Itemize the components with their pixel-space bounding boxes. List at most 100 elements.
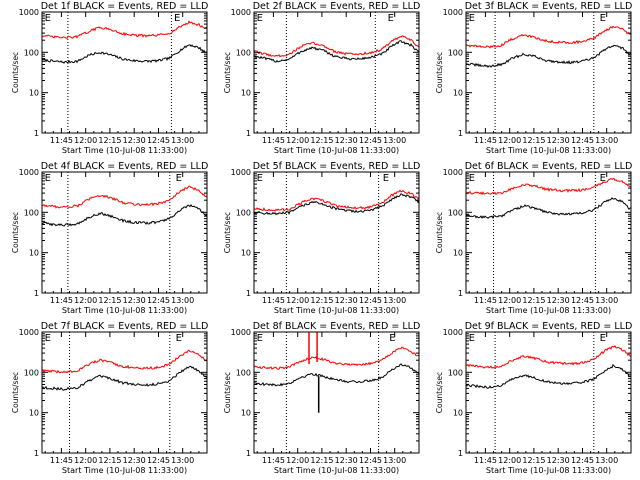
x-tick-label: 12:45 <box>147 296 170 305</box>
chart-title: Det 9f BLACK = Events, RED = LLD <box>465 321 633 332</box>
series-line-lld <box>41 349 208 374</box>
y-tick-label: 10 <box>29 409 39 418</box>
x-tick-label: 12:15 <box>522 296 545 305</box>
e-marker-label: E <box>600 13 606 24</box>
series-line-events <box>253 193 420 216</box>
y-tick-label: 1000 <box>231 328 251 337</box>
e-marker-label: E <box>45 333 51 344</box>
series-line-events <box>465 197 632 220</box>
x-tick-label: 12:30 <box>547 456 570 465</box>
chart-panel-4: Det 4f BLACK = Events, RED = LLD 1 10 100 10… <box>11 161 208 315</box>
series-line-lld <box>465 177 632 196</box>
y-tick-label: 1 <box>34 129 39 138</box>
e-marker-label: E <box>45 13 51 24</box>
plot-frame <box>253 171 420 294</box>
y-tick-label: 1000 <box>19 328 39 337</box>
plot-frame <box>41 11 208 134</box>
x-tick-label: 12:15 <box>98 136 121 145</box>
y-tick-label: 100 <box>448 208 463 217</box>
e-marker-label: E <box>600 173 606 184</box>
x-axis-label: Start Time (10-Jul-08 11:33:00) <box>62 306 187 315</box>
x-axis-label: Start Time (10-Jul-08 11:33:00) <box>274 146 399 155</box>
plot-frame <box>465 331 632 454</box>
chart-panel-2: Det 2f BLACK = Events, RED = LLD 1 10 100 10… <box>223 1 420 155</box>
x-tick-label: 12:45 <box>571 296 594 305</box>
x-tick-label: 11:45 <box>474 456 497 465</box>
e-marker-label: E <box>176 173 182 184</box>
x-axis-label: Start Time (10-Jul-08 11:33:00) <box>274 466 399 475</box>
y-tick-label: 10 <box>29 89 39 98</box>
x-tick-label: 12:15 <box>310 456 333 465</box>
x-tick-label: 11:45 <box>474 136 497 145</box>
x-axis-label: Start Time (10-Jul-08 11:33:00) <box>62 466 187 475</box>
y-tick-label: 1 <box>246 129 251 138</box>
y-axis-label: Counts/sec <box>223 52 232 93</box>
y-tick-label: 10 <box>241 409 251 418</box>
y-tick-label: 1 <box>34 449 39 458</box>
y-tick-label: 1 <box>34 289 39 298</box>
y-tick-label: 100 <box>24 208 39 217</box>
y-axis-label: Counts/sec <box>11 212 20 253</box>
chart-panel-5: Det 5f BLACK = Events, RED = LLD 1 10 100 10… <box>223 161 420 315</box>
plot-frame <box>465 11 632 134</box>
series-line-lld <box>465 345 632 369</box>
y-tick-label: 1000 <box>19 8 39 17</box>
x-axis-label: Start Time (10-Jul-08 11:33:00) <box>486 146 611 155</box>
y-axis-label: Counts/sec <box>435 372 444 413</box>
y-tick-label: 1 <box>458 449 463 458</box>
x-tick-label: 11:45 <box>474 296 497 305</box>
y-tick-label: 100 <box>24 368 39 377</box>
x-tick-label: 12:00 <box>74 136 97 145</box>
x-tick-label: 13:00 <box>171 456 194 465</box>
x-tick-label: 13:00 <box>171 296 194 305</box>
y-tick-label: 1 <box>246 289 251 298</box>
x-tick-label: 12:45 <box>147 456 170 465</box>
y-tick-label: 100 <box>236 368 251 377</box>
y-axis-label: Counts/sec <box>223 212 232 253</box>
x-tick-label: 12:00 <box>498 296 521 305</box>
x-tick-label: 12:15 <box>522 456 545 465</box>
x-tick-label: 12:30 <box>335 456 358 465</box>
x-tick-label: 12:30 <box>547 296 570 305</box>
series-line-lld <box>253 189 420 212</box>
x-tick-label: 11:45 <box>262 136 285 145</box>
e-marker-label: E <box>469 333 475 344</box>
y-tick-label: 10 <box>241 249 251 258</box>
y-tick-label: 1000 <box>443 168 463 177</box>
plot-frame <box>41 171 208 294</box>
chart-title: Det 5f BLACK = Events, RED = LLD <box>253 161 421 172</box>
x-tick-label: 12:00 <box>498 456 521 465</box>
x-tick-label: 12:00 <box>498 136 521 145</box>
e-marker-label: E <box>388 13 394 24</box>
chart-panel-6: Det 6f BLACK = Events, RED = LLD 1 10 100 10… <box>435 161 632 315</box>
chart-title: Det 7f BLACK = Events, RED = LLD <box>41 321 209 332</box>
series-line-events <box>465 363 632 389</box>
x-tick-label: 12:30 <box>123 456 146 465</box>
x-tick-label: 12:30 <box>335 136 358 145</box>
chart-title: Det 8f BLACK = Events, RED = LLD <box>253 321 421 332</box>
series-line-events <box>253 40 420 63</box>
e-marker-label: E <box>600 333 606 344</box>
x-tick-label: 12:15 <box>310 296 333 305</box>
chart-title: Det 1f BLACK = Events, RED = LLD <box>41 1 209 12</box>
plot-frame <box>253 11 420 134</box>
x-tick-label: 13:00 <box>595 456 618 465</box>
series-line-lld <box>253 346 420 370</box>
chart-panel-7: Det 7f BLACK = Events, RED = LLD 1 10 100 10… <box>11 321 208 475</box>
e-marker-label: E <box>257 333 263 344</box>
y-axis-label: Counts/sec <box>11 52 20 93</box>
e-marker-label: E <box>45 173 51 184</box>
x-tick-label: 12:30 <box>547 136 570 145</box>
x-tick-label: 12:30 <box>335 296 358 305</box>
y-tick-label: 1 <box>458 129 463 138</box>
series-line-lld <box>253 35 420 58</box>
y-tick-label: 100 <box>236 208 251 217</box>
x-tick-label: 13:00 <box>383 136 406 145</box>
y-tick-label: 10 <box>453 89 463 98</box>
y-tick-label: 10 <box>29 249 39 258</box>
x-tick-label: 11:45 <box>262 296 285 305</box>
x-tick-label: 12:00 <box>74 296 97 305</box>
x-tick-label: 12:00 <box>74 456 97 465</box>
y-axis-label: Counts/sec <box>435 212 444 253</box>
y-tick-label: 100 <box>236 48 251 57</box>
